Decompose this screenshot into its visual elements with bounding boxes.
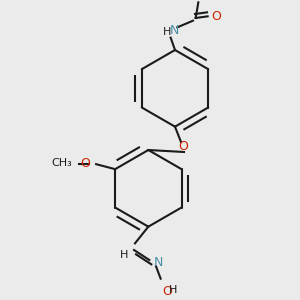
Text: H: H [120,250,128,260]
Text: O: O [80,157,90,170]
Text: O: O [212,10,221,23]
Text: CH₃: CH₃ [51,158,72,169]
Text: N: N [154,256,164,269]
Text: O: O [162,285,172,298]
Text: H: H [163,27,171,37]
Text: H: H [169,285,178,295]
Text: O: O [178,140,188,153]
Text: N: N [169,24,179,37]
